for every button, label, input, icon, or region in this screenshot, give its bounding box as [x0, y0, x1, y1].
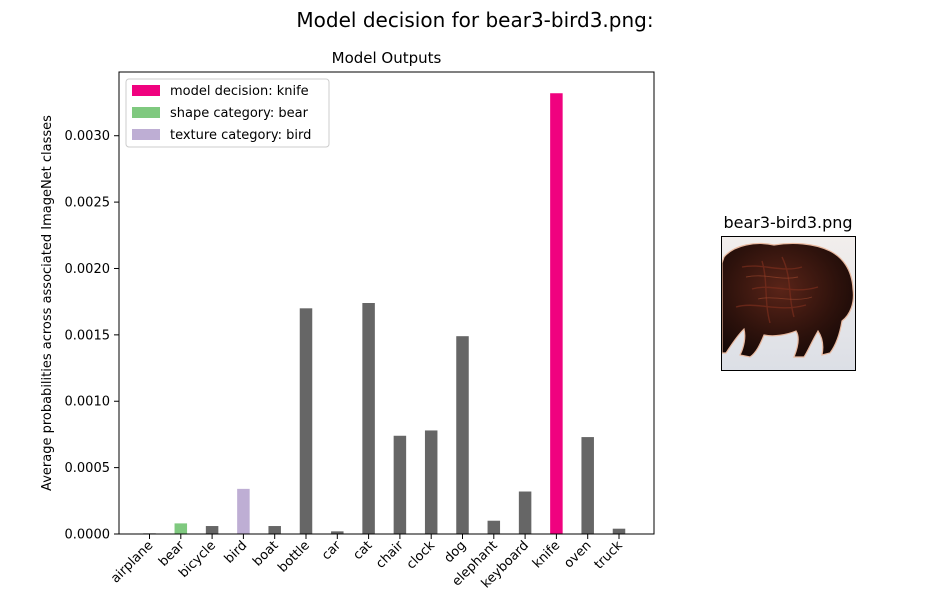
- legend-label: model decision: knife: [170, 84, 309, 99]
- y-axis-label: Average probabilities across associated …: [40, 115, 55, 491]
- bar-chair: [393, 435, 407, 534]
- y-tick-label: 0.0000: [65, 528, 111, 543]
- plot-frame: [118, 71, 655, 535]
- bar-cat: [362, 303, 375, 534]
- bar-boat: [268, 526, 281, 534]
- bar-elephant: [487, 520, 501, 534]
- x-tick-label: car: [319, 538, 345, 564]
- legend-swatch: [132, 129, 160, 140]
- thumbnail-title: bear3-bird3.png: [723, 213, 853, 232]
- legend-swatch: [132, 107, 160, 118]
- legend-box: [125, 78, 330, 148]
- y-tick-label: 0.0020: [65, 262, 111, 277]
- legend-label: shape category: bear: [170, 106, 309, 121]
- x-tick-label: chair: [373, 538, 407, 572]
- y-tick-label: 0.0015: [65, 328, 111, 343]
- bar-keyboard: [518, 491, 532, 534]
- stimulus-image: [721, 236, 856, 371]
- x-tick-label: truck: [592, 538, 627, 573]
- bar-bear: [174, 523, 188, 534]
- legend-swatch: [132, 85, 160, 96]
- legend-label: texture category: bird: [170, 128, 311, 143]
- y-tick-label: 0.0030: [65, 129, 111, 144]
- x-tick-label: bird: [222, 538, 250, 566]
- y-tick-label: 0.0005: [65, 461, 111, 476]
- bar-oven: [581, 437, 594, 534]
- bear-silhouette-image: [722, 237, 855, 370]
- x-tick-label: knife: [530, 538, 563, 571]
- bar-knife: [550, 93, 563, 534]
- bar-bird: [237, 488, 250, 534]
- y-tick-label: 0.0010: [65, 395, 111, 410]
- y-tick-label: 0.0025: [65, 196, 111, 211]
- x-tick-label: cat: [351, 538, 376, 563]
- bar-clock: [424, 430, 438, 534]
- x-tick-label: airplane: [108, 538, 156, 586]
- x-tick-label: clock: [404, 538, 439, 573]
- bar-bottle: [299, 308, 313, 534]
- chart-title: Model Outputs: [332, 49, 442, 67]
- bar-bicycle: [205, 526, 219, 534]
- x-tick-label: oven: [561, 538, 594, 571]
- x-tick-label: bottle: [275, 538, 312, 575]
- bar-truck: [612, 528, 626, 534]
- bar-dog: [456, 336, 469, 534]
- figure-title: Model decision for bear3-bird3.png:: [296, 8, 654, 32]
- bar-car: [331, 531, 344, 534]
